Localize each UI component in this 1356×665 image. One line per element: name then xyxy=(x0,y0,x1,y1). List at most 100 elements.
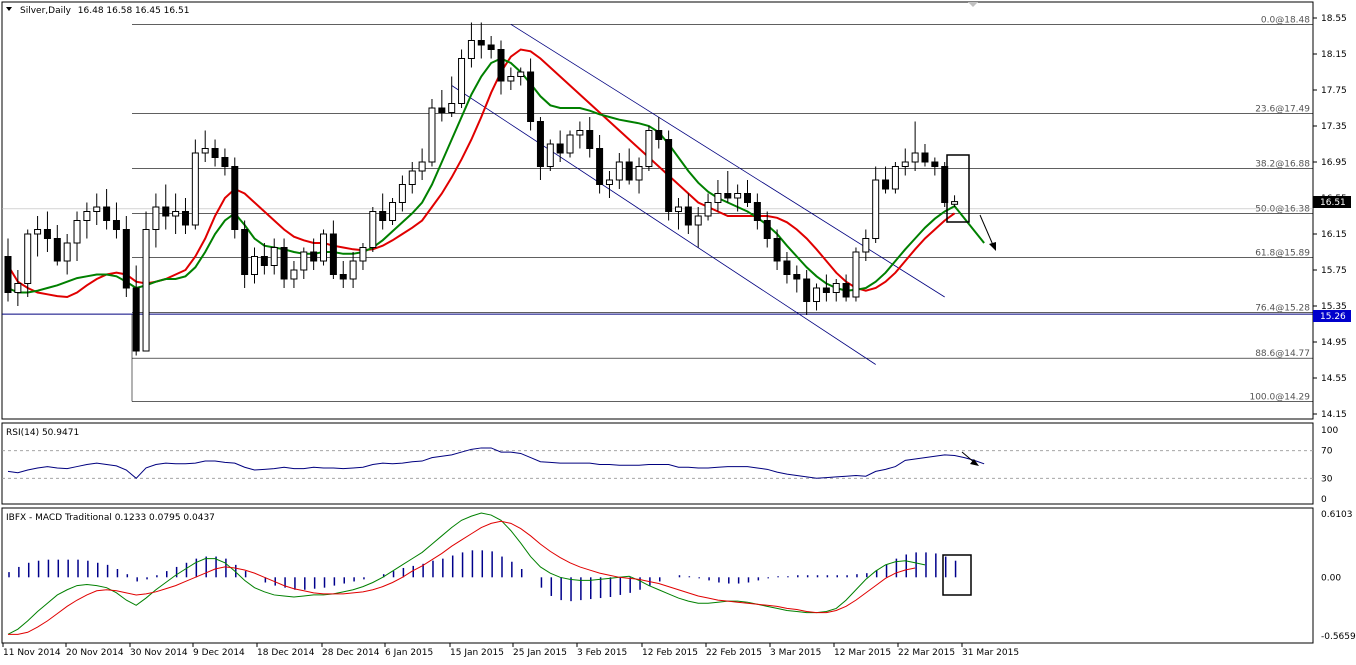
candle-bear xyxy=(931,161,939,167)
price-tick-label: 15.75 xyxy=(1321,266,1347,276)
candle-bull xyxy=(645,130,653,167)
moving-averages xyxy=(7,48,985,299)
fibonacci-levels: 0.0@18.48 23.6@17.49 38.2@16.88 50.0@16.38 6… xyxy=(2,15,1313,402)
time-tick-label: 20 Nov 2014 xyxy=(66,648,124,658)
candle-bear xyxy=(744,193,751,203)
candle-bear xyxy=(280,247,288,280)
time-tick-label: 6 Jan 2015 xyxy=(385,648,433,658)
price-tick-label: 16.95 xyxy=(1321,158,1347,168)
candle-bull xyxy=(615,161,623,181)
time-tick-label: 3 Mar 2015 xyxy=(770,648,821,658)
candle-bear xyxy=(477,40,485,46)
shift-marker-icon[interactable] xyxy=(968,2,978,7)
fib-level-label: 100.0@14.29 xyxy=(1249,392,1310,402)
time-tick-label: 30 Nov 2014 xyxy=(130,648,188,658)
candle-bear xyxy=(487,44,495,50)
candle-bear xyxy=(241,229,249,275)
bearish-arrow-line xyxy=(979,214,994,246)
candle-bull xyxy=(152,206,160,230)
candle-bear xyxy=(103,206,111,221)
candle-bear xyxy=(783,260,791,275)
rsi-tick-label: 70 xyxy=(1321,447,1333,457)
fib-level-label: 0.0@18.48 xyxy=(1261,15,1310,25)
candle-bear xyxy=(260,256,268,266)
time-tick-label: 22 Mar 2015 xyxy=(898,648,955,658)
candle-bear xyxy=(724,193,732,199)
candle-bear xyxy=(211,148,219,158)
price-tick-label: 15.35 xyxy=(1321,302,1347,312)
candle-bull xyxy=(576,130,584,136)
candle-bull xyxy=(605,179,613,185)
candle-bull xyxy=(14,283,22,293)
candle-bear xyxy=(122,229,130,289)
trend-channel xyxy=(451,23,945,365)
candle-bull xyxy=(24,233,32,284)
candle-bull xyxy=(714,193,722,203)
candle-bear xyxy=(625,161,633,181)
time-tick-label: 11 Nov 2014 xyxy=(3,648,61,658)
candle-bull xyxy=(172,211,180,217)
rsi-tick-label: 30 xyxy=(1321,474,1333,484)
fib-level-label: 61.8@15.89 xyxy=(1255,248,1310,258)
time-tick-label: 9 Dec 2014 xyxy=(193,648,245,658)
candle-bull xyxy=(201,148,209,154)
candle-bear xyxy=(842,283,850,298)
candle-bull xyxy=(704,202,712,217)
macd-line xyxy=(7,512,926,635)
rsi-tick-label: 0 xyxy=(1321,495,1327,505)
macd-panel: 0.6103 0.00 -0.5659 xyxy=(7,510,1356,642)
last-price-tag xyxy=(1313,196,1351,208)
chevron-down-icon[interactable] xyxy=(6,7,12,11)
candle-bull xyxy=(191,152,199,226)
candle-bull xyxy=(251,256,258,275)
candle-bull xyxy=(142,229,150,352)
candle-bull xyxy=(517,71,525,77)
candle-bull xyxy=(369,211,377,248)
rsi-line xyxy=(7,447,985,479)
fib-level-label: 38.2@16.88 xyxy=(1255,159,1310,169)
candle-bull xyxy=(418,161,426,172)
candle-bull xyxy=(911,152,919,163)
rsi-tick-label: 100 xyxy=(1321,426,1338,436)
highlight-box xyxy=(946,154,970,223)
candle-bull xyxy=(546,143,554,167)
candle-bull xyxy=(832,283,840,293)
candle-bull xyxy=(398,184,406,203)
candle-bear xyxy=(4,256,12,293)
candle-bear xyxy=(793,274,801,280)
candle-bear xyxy=(822,287,830,293)
annotations xyxy=(946,154,996,251)
candle-bear xyxy=(497,49,505,82)
candle-bull xyxy=(674,206,682,212)
candle-bull xyxy=(467,40,475,59)
price-tick-label: 14.95 xyxy=(1321,338,1347,348)
candle-bear xyxy=(379,211,387,221)
candle-bull xyxy=(320,233,328,262)
candle-bull xyxy=(507,76,515,82)
candle-bull xyxy=(448,103,456,113)
candle-bear xyxy=(655,130,663,140)
candle-bull xyxy=(901,161,909,167)
candle-bear xyxy=(882,179,890,190)
candle-bull xyxy=(389,202,397,221)
arrow-down-icon xyxy=(989,242,996,251)
price-tick-label: 14.15 xyxy=(1321,410,1347,420)
candle-bull xyxy=(359,247,367,262)
candle-bull xyxy=(635,166,643,181)
chart-title: Silver,Daily xyxy=(20,6,72,16)
candle-bear xyxy=(921,152,929,163)
fib-level-label: 76.4@15.28 xyxy=(1255,303,1310,313)
candle-bear xyxy=(665,139,673,212)
time-tick-label: 12 Feb 2015 xyxy=(642,648,698,658)
candle-bull xyxy=(891,166,899,190)
time-tick-label: 25 Jan 2015 xyxy=(513,648,567,658)
candle-bear xyxy=(803,278,811,302)
fib-level-label: 50.0@16.38 xyxy=(1255,204,1310,214)
ohlc-values: 16.48 16.58 16.45 16.51 xyxy=(78,6,190,16)
rsi-arrow-icon xyxy=(970,459,979,466)
price-tick-label: 14.55 xyxy=(1321,374,1347,384)
rsi-panel-frame xyxy=(1,422,1314,505)
